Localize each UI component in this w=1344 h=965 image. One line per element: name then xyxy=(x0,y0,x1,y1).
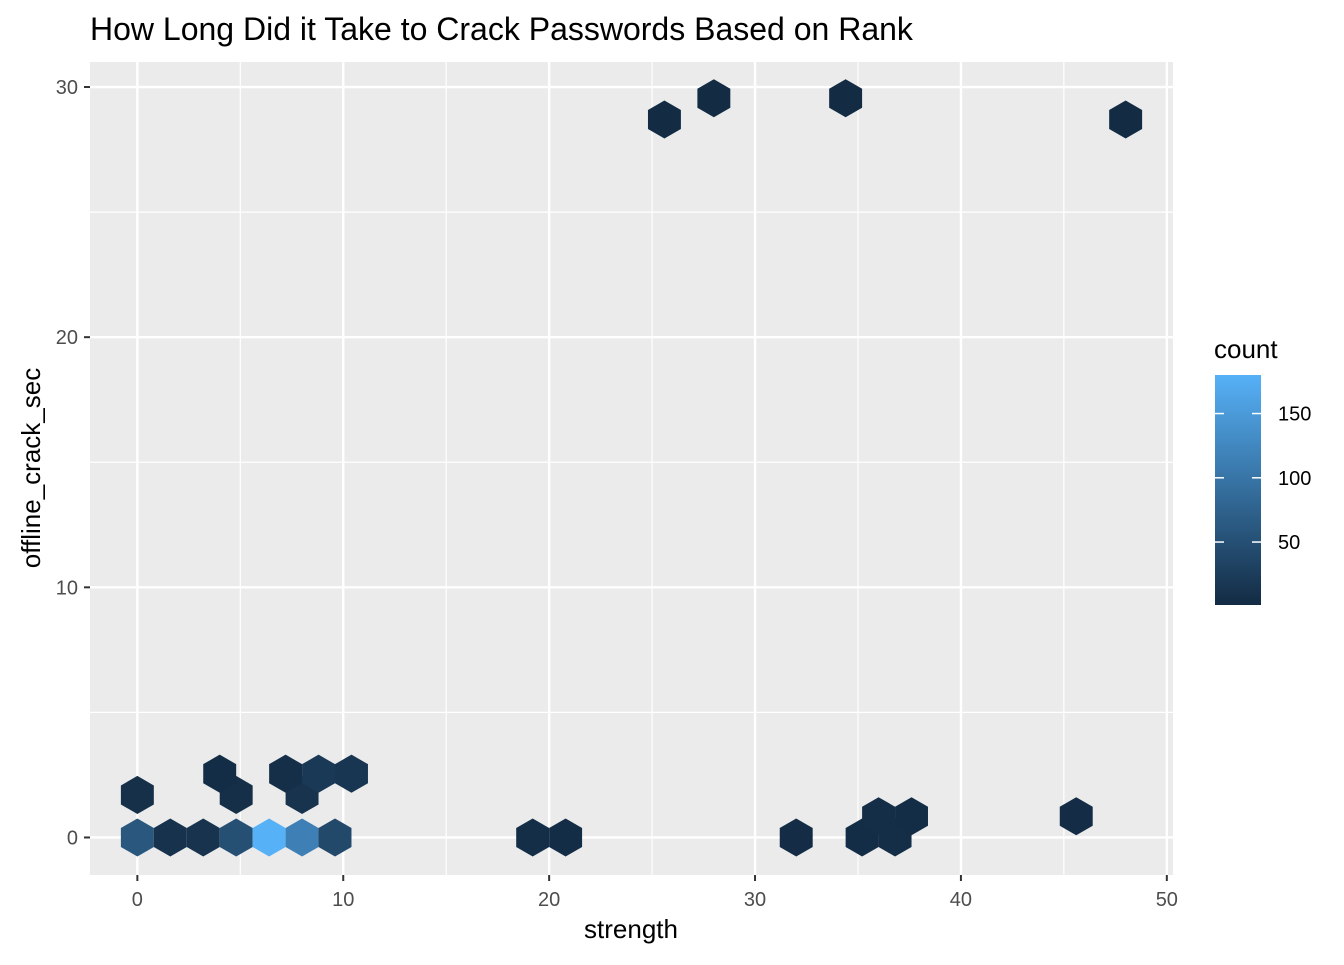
hexbin-cell xyxy=(779,818,813,857)
legend-tick-label: 50 xyxy=(1278,532,1300,554)
hexbin-cells xyxy=(120,79,1143,857)
legend: count 50 100 150 xyxy=(1214,334,1311,605)
y-axis-label: offline_crack_sec xyxy=(16,368,46,568)
x-tick-label: 40 xyxy=(950,889,972,911)
hexbin-cell xyxy=(318,818,352,857)
hexbin-cell xyxy=(302,754,336,793)
x-tick-label: 50 xyxy=(1156,889,1178,911)
legend-tick-label: 100 xyxy=(1278,468,1311,490)
y-tick-label: 20 xyxy=(56,327,78,349)
hexbin-cell xyxy=(895,797,928,836)
hexbin-cell xyxy=(120,818,154,857)
y-tick-label: 30 xyxy=(56,77,78,99)
x-tick-label: 0 xyxy=(132,889,143,911)
hexbin-cell xyxy=(829,79,863,118)
axes: 0 10 20 30 40 50 0 10 20 30 xyxy=(56,77,1178,911)
x-tick-label: 10 xyxy=(332,889,354,911)
x-axis-label: strength xyxy=(584,914,678,944)
legend-colorbar xyxy=(1215,375,1261,605)
x-tick-label: 30 xyxy=(744,889,766,911)
chart-title: How Long Did it Take to Crack Passwords … xyxy=(90,11,914,47)
hexbin-cell xyxy=(549,818,583,857)
hexbin-cell xyxy=(153,818,187,857)
legend-tick-label: 150 xyxy=(1278,404,1311,426)
hexbin-cell xyxy=(252,818,286,857)
plot-panel xyxy=(90,62,1173,875)
x-tick-label: 20 xyxy=(538,889,560,911)
hexbin-cell xyxy=(335,754,368,793)
y-tick-label: 0 xyxy=(67,827,78,849)
legend-title: count xyxy=(1214,334,1278,364)
hexbin-cell xyxy=(269,754,303,793)
hexbin-cell xyxy=(1059,797,1093,836)
hexbin-cell xyxy=(516,818,550,857)
y-tick-label: 10 xyxy=(56,577,78,599)
hexbin-cell xyxy=(186,818,220,857)
hexbin-cell xyxy=(862,797,896,836)
hexbin-cell xyxy=(1109,100,1143,139)
hexbin-cell xyxy=(203,754,237,793)
grid-major xyxy=(90,62,1173,875)
legend-ticks: 50 100 150 xyxy=(1215,404,1311,554)
hexbin-cell xyxy=(697,79,731,118)
hexbin-cell xyxy=(120,775,154,814)
hexbin-cell xyxy=(285,818,319,857)
hexbin-cell xyxy=(219,818,253,857)
hexbin-cell xyxy=(647,100,681,139)
grid-minor xyxy=(90,62,1173,875)
